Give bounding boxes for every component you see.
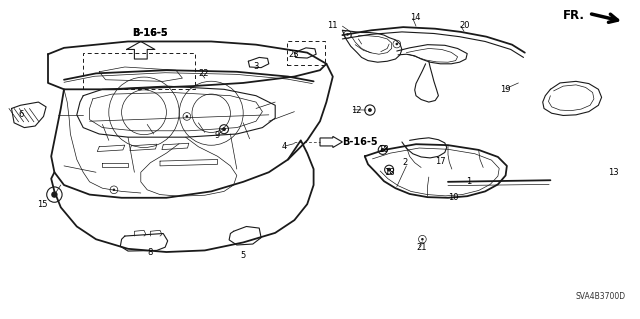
Text: 22: 22	[198, 69, 209, 78]
Text: 2: 2	[402, 158, 407, 167]
Text: SVA4B3700D: SVA4B3700D	[576, 293, 626, 301]
Circle shape	[51, 191, 58, 198]
Text: 12: 12	[351, 106, 361, 115]
Text: 1: 1	[466, 177, 471, 186]
Circle shape	[421, 238, 424, 241]
Text: 9: 9	[214, 131, 220, 140]
Text: 14: 14	[410, 13, 420, 22]
Text: B-16-5: B-16-5	[132, 28, 168, 39]
Bar	[83, 53, 195, 89]
Circle shape	[186, 115, 188, 118]
Circle shape	[222, 127, 226, 131]
Circle shape	[346, 33, 349, 36]
Text: 8: 8	[147, 248, 152, 256]
Text: 10: 10	[448, 193, 458, 202]
Text: 23: 23	[288, 50, 299, 59]
Circle shape	[381, 148, 385, 152]
Text: FR.: FR.	[563, 10, 585, 22]
Circle shape	[368, 108, 372, 112]
Text: 11: 11	[328, 21, 338, 30]
Text: 18: 18	[384, 168, 395, 177]
Circle shape	[113, 189, 115, 191]
Circle shape	[387, 168, 391, 172]
Text: 17: 17	[435, 157, 446, 166]
Circle shape	[396, 43, 398, 45]
Text: 13: 13	[608, 168, 619, 177]
Text: 6: 6	[18, 110, 23, 119]
Text: B-16-5: B-16-5	[342, 137, 378, 147]
Text: 21: 21	[416, 243, 426, 252]
Text: 4: 4	[282, 142, 287, 151]
Text: 18: 18	[378, 145, 388, 154]
Text: 15: 15	[37, 200, 47, 209]
Text: B-16-5: B-16-5	[132, 28, 168, 39]
Bar	[287, 41, 325, 65]
Text: 5: 5	[240, 251, 245, 260]
Text: 19: 19	[500, 85, 511, 94]
Text: 20: 20	[460, 21, 470, 30]
Text: 3: 3	[253, 63, 258, 71]
